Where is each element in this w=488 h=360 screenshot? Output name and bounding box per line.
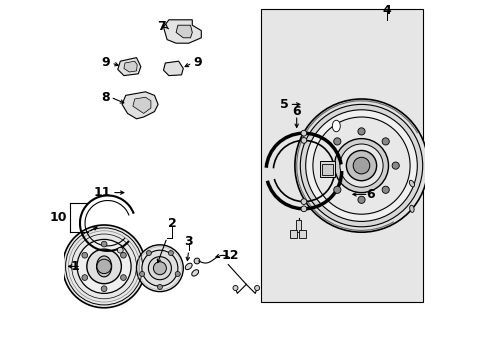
Circle shape xyxy=(323,162,330,169)
Text: 2: 2 xyxy=(168,217,177,230)
Circle shape xyxy=(333,138,340,145)
Circle shape xyxy=(381,186,388,193)
Circle shape xyxy=(153,262,166,275)
Text: 9: 9 xyxy=(102,57,110,69)
Circle shape xyxy=(339,144,382,187)
Circle shape xyxy=(175,271,180,276)
Circle shape xyxy=(62,225,145,308)
Text: 3: 3 xyxy=(184,235,193,248)
Circle shape xyxy=(357,128,365,135)
Ellipse shape xyxy=(185,263,192,270)
Text: 7: 7 xyxy=(157,21,166,33)
Circle shape xyxy=(121,275,126,280)
Polygon shape xyxy=(118,58,141,76)
Circle shape xyxy=(301,130,306,136)
Circle shape xyxy=(305,110,416,221)
Polygon shape xyxy=(176,25,192,38)
Circle shape xyxy=(294,99,427,232)
Ellipse shape xyxy=(409,205,413,212)
Bar xyxy=(260,9,422,302)
Text: 1: 1 xyxy=(70,260,79,273)
Text: 4: 4 xyxy=(382,4,390,17)
Circle shape xyxy=(381,138,388,145)
Circle shape xyxy=(142,250,178,286)
Circle shape xyxy=(312,117,409,214)
Bar xyxy=(320,161,334,177)
Polygon shape xyxy=(133,97,151,113)
Circle shape xyxy=(391,162,399,169)
Bar xyxy=(298,230,306,238)
Circle shape xyxy=(146,251,151,256)
Ellipse shape xyxy=(191,270,198,276)
Circle shape xyxy=(194,258,200,264)
Circle shape xyxy=(301,206,306,212)
Circle shape xyxy=(81,275,87,280)
Circle shape xyxy=(333,186,340,193)
Circle shape xyxy=(232,285,238,291)
Circle shape xyxy=(101,241,107,247)
Circle shape xyxy=(121,252,126,258)
Polygon shape xyxy=(122,92,158,119)
Circle shape xyxy=(168,251,173,256)
Ellipse shape xyxy=(408,180,414,187)
Circle shape xyxy=(301,138,306,143)
Circle shape xyxy=(346,150,376,181)
Text: 12: 12 xyxy=(221,249,238,262)
Text: 8: 8 xyxy=(102,91,110,104)
Circle shape xyxy=(357,196,365,203)
Polygon shape xyxy=(163,61,183,76)
Circle shape xyxy=(254,285,259,291)
Circle shape xyxy=(352,157,369,174)
Polygon shape xyxy=(163,20,201,43)
Circle shape xyxy=(87,249,121,284)
Text: 10: 10 xyxy=(50,211,67,224)
Circle shape xyxy=(117,247,123,253)
Circle shape xyxy=(97,259,111,274)
Text: 9: 9 xyxy=(193,57,202,69)
Circle shape xyxy=(81,252,87,258)
Ellipse shape xyxy=(332,120,340,132)
Text: 5: 5 xyxy=(279,98,288,111)
Ellipse shape xyxy=(96,256,111,277)
Circle shape xyxy=(300,104,422,227)
Circle shape xyxy=(136,245,183,292)
Circle shape xyxy=(77,239,131,293)
Circle shape xyxy=(157,284,162,289)
Circle shape xyxy=(101,286,107,292)
Bar xyxy=(295,220,301,232)
Text: 6: 6 xyxy=(366,188,374,201)
Circle shape xyxy=(301,199,306,204)
Text: 6: 6 xyxy=(292,105,301,118)
Circle shape xyxy=(139,271,144,276)
Text: 11: 11 xyxy=(94,186,111,199)
Circle shape xyxy=(148,257,171,280)
Polygon shape xyxy=(123,61,137,72)
Bar xyxy=(321,164,332,175)
Circle shape xyxy=(334,139,387,193)
Bar xyxy=(289,230,297,238)
